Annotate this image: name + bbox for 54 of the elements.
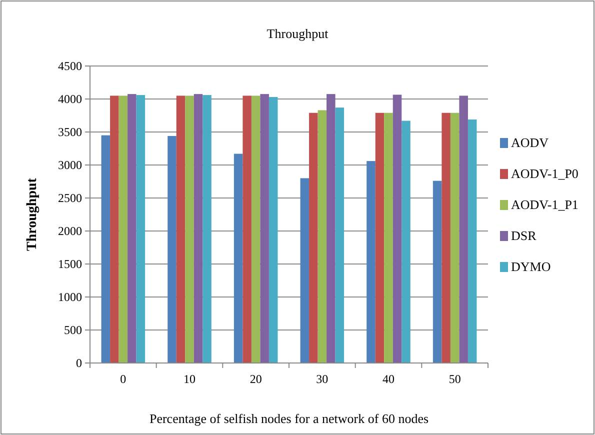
bar [459, 96, 468, 363]
bar [318, 110, 327, 363]
y-tick-label: 1000 [58, 290, 82, 304]
bar [402, 120, 410, 363]
y-tick-label: 1500 [58, 257, 82, 272]
bar [375, 112, 384, 363]
y-tick-label: 4000 [58, 92, 82, 106]
legend-label: AODV [511, 135, 550, 150]
bar [176, 96, 186, 363]
bar [442, 112, 450, 363]
x-tick-label: 0 [120, 372, 126, 386]
bar [251, 96, 260, 363]
y-tick-label: 0 [76, 356, 82, 370]
y-tick-label: 4500 [58, 59, 82, 74]
bar [335, 108, 344, 363]
y-tick-label: 2500 [58, 191, 82, 206]
bar [101, 135, 110, 363]
bar [128, 94, 136, 363]
bar [366, 161, 376, 363]
y-tick-label: 2000 [58, 224, 82, 238]
bar [118, 96, 128, 363]
x-tick-label: 20 [250, 372, 262, 386]
bar [326, 94, 336, 363]
bar [450, 112, 460, 363]
bar [136, 95, 146, 363]
bar [468, 119, 477, 363]
bar [260, 94, 269, 363]
bar [384, 112, 393, 363]
bar [168, 136, 176, 363]
bar [202, 95, 212, 363]
x-tick-label: 40 [382, 372, 394, 386]
y-axis-title: Throughput [25, 178, 40, 251]
y-tick-label: 500 [64, 323, 82, 338]
x-tick-label: 30 [316, 372, 328, 386]
bar [268, 97, 278, 363]
x-axis-title: Percentage of selfish nodes for a network of 60 nodes [149, 411, 429, 426]
bar [432, 180, 442, 363]
legend-label: DSR [511, 228, 537, 243]
bar [185, 96, 194, 363]
chart-title: Throughput [266, 26, 329, 41]
legend-label: AODV-1_P1 [511, 197, 578, 212]
bar [242, 96, 252, 363]
legend-label: AODV-1_P0 [511, 166, 578, 181]
y-tick-label: 3000 [58, 158, 82, 172]
bar [110, 96, 119, 363]
bar [234, 154, 243, 363]
bar [309, 112, 318, 363]
x-tick-label: 10 [184, 372, 196, 386]
y-tick-label: 3500 [58, 125, 82, 140]
bar [194, 94, 203, 363]
bar [392, 94, 402, 363]
bar [300, 178, 310, 363]
legend-label: DYMO [511, 259, 551, 274]
x-tick-label: 50 [448, 372, 461, 386]
